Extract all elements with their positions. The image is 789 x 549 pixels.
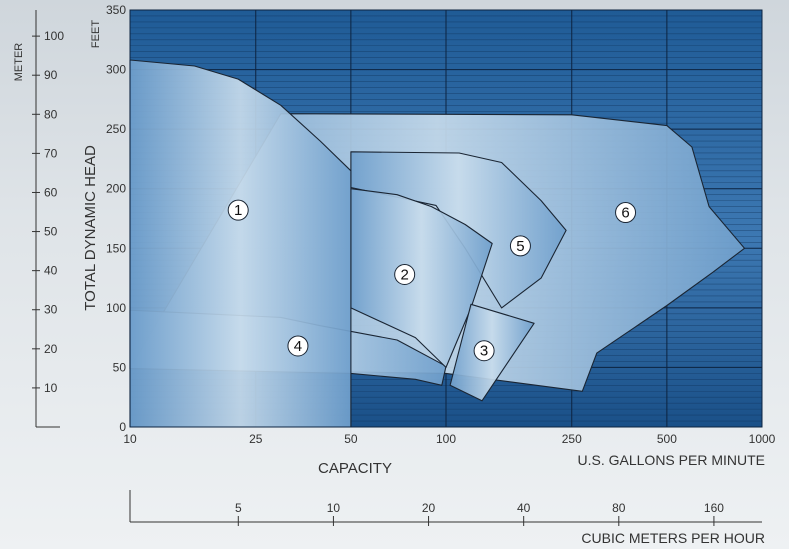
meter-tick-label: 10 [44, 381, 58, 395]
region-label: 6 [621, 205, 629, 222]
m3h-tick-label: 10 [327, 501, 341, 515]
feet-unit-label: FEET [90, 20, 102, 48]
y-tick-label: 350 [106, 3, 126, 17]
region-label: 5 [516, 238, 524, 255]
plot-frame [129, 9, 763, 428]
m3h-tick-label: 40 [517, 501, 531, 515]
m3h-tick-label: 160 [704, 501, 724, 515]
meter-tick-label: 20 [44, 342, 58, 356]
x-tick-label: 1000 [749, 432, 776, 446]
gpm-unit-label: U.S. GALLONS PER MINUTE [578, 452, 765, 468]
y-tick-label: 200 [106, 182, 126, 196]
x-tick-label: 25 [249, 432, 263, 446]
region-label-circle [287, 335, 309, 357]
y-tick-label: 300 [106, 63, 126, 77]
meter-tick-label: 50 [44, 225, 58, 239]
y-axis-title: TOTAL DYNAMIC HEAD [82, 145, 99, 311]
x-tick-label: 500 [657, 432, 677, 446]
meter-tick-label: 40 [44, 264, 58, 278]
m3h-tick-label: 20 [422, 501, 436, 515]
meter-tick-label: 90 [44, 68, 58, 82]
region-label: 3 [480, 343, 488, 360]
x-tick-label: 10 [123, 432, 137, 446]
meter-tick-label: 30 [44, 303, 58, 317]
meter-tick-label: 60 [44, 185, 58, 199]
region-label: 4 [294, 338, 302, 355]
m3h-tick-label: 5 [235, 501, 242, 515]
meter-tick-label: 100 [44, 29, 64, 43]
y-tick-label: 150 [106, 241, 126, 255]
region-2 [350, 188, 493, 368]
region-label-circle [227, 199, 249, 221]
meter-tick-label: 80 [44, 107, 58, 121]
x-tick-label: 50 [344, 432, 358, 446]
x-axis-title: CAPACITY [318, 460, 392, 477]
region-label-circle [473, 340, 495, 362]
region-label: 2 [401, 266, 409, 283]
m3h-unit-label: CUBIC METERS PER HOUR [581, 530, 765, 546]
m3h-tick-label: 80 [612, 501, 626, 515]
x-tick-label: 250 [562, 432, 582, 446]
y-tick-label: 100 [106, 301, 126, 315]
y-tick-label: 250 [106, 122, 126, 136]
y-tick-label: 0 [119, 420, 126, 434]
region-label-circle [394, 263, 416, 285]
region-label-circle [615, 202, 637, 224]
region-label-circle [509, 235, 531, 257]
meter-unit-label: METER [13, 43, 25, 82]
x-tick-label: 100 [436, 432, 456, 446]
region-label: 1 [234, 202, 242, 219]
y-tick-label: 50 [113, 360, 127, 374]
meter-tick-label: 70 [44, 146, 58, 160]
